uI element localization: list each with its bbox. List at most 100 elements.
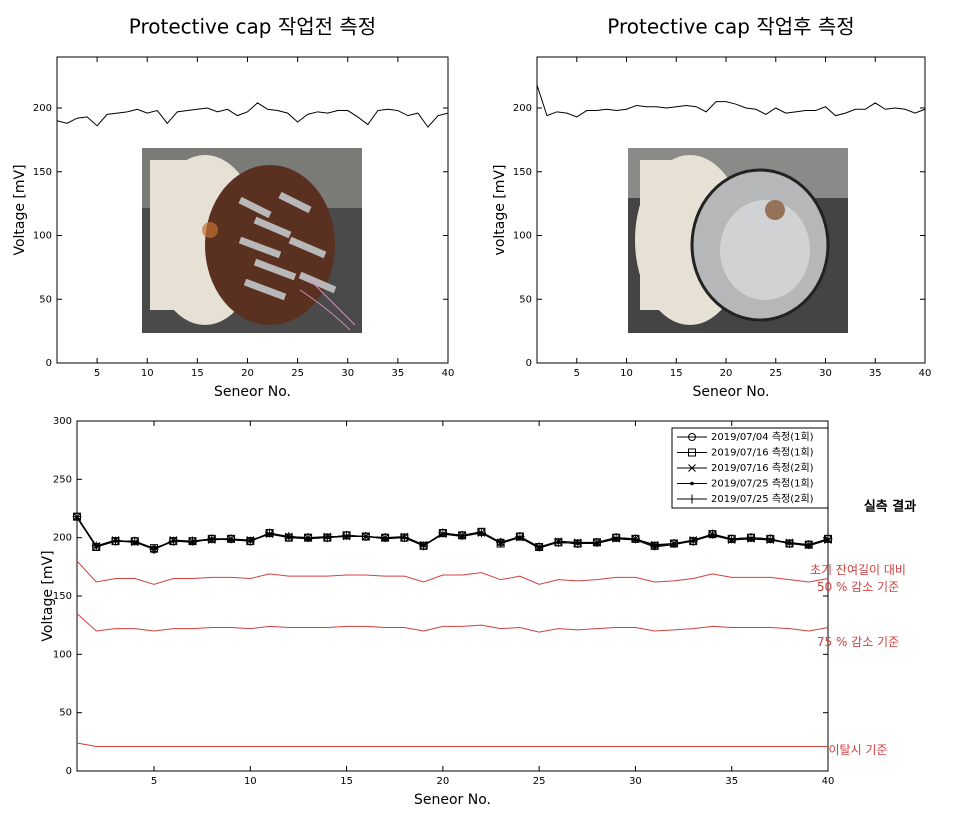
legend-label: 2019/07/04 측정(1회)	[711, 431, 814, 443]
marker	[534, 542, 544, 552]
plot-frame	[56, 56, 449, 364]
chart-title: Protective cap 작업후 측정	[607, 15, 854, 39]
marker	[457, 530, 467, 540]
reference-label: 이탈시 기준	[828, 743, 887, 757]
marker	[688, 464, 696, 472]
legend-label: 2019/07/25 측정(2회)	[711, 493, 814, 505]
x-tick-label: 5	[574, 368, 580, 379]
marker	[399, 533, 409, 543]
x-tick-label: 15	[670, 368, 683, 379]
marker	[727, 534, 737, 544]
x-axis-label: Seneor No.	[693, 384, 770, 400]
y-tick-label: 50	[39, 294, 52, 305]
marker	[226, 534, 236, 544]
x-tick-label: 20	[437, 776, 450, 787]
marker	[265, 528, 275, 538]
y-tick-label: 100	[33, 231, 52, 242]
photo-after	[628, 148, 848, 333]
y-tick-label: 0	[66, 766, 72, 777]
reference-line	[76, 613, 829, 633]
marker	[72, 512, 82, 522]
marker	[553, 537, 563, 547]
x-tick-label: 15	[191, 368, 204, 379]
y-tick-label: 0	[46, 358, 52, 369]
marker	[804, 540, 814, 550]
marker	[111, 536, 121, 546]
y-tick-label: 150	[513, 167, 532, 178]
x-tick-label: 35	[725, 776, 738, 787]
reference-line	[76, 560, 829, 585]
chart: Seneor No. Voltage [mV] 0 50 100 150 200 250 300…	[40, 416, 916, 808]
y-tick-label: 100	[53, 649, 72, 660]
y-tick-label: 300	[53, 416, 72, 427]
y-tick-label: 100	[513, 231, 532, 242]
marker	[784, 539, 794, 548]
x-axis-label: Seneor No.	[214, 384, 291, 400]
y-axis-label: voltage [mV]	[492, 165, 508, 256]
marker	[650, 541, 660, 551]
x-tick-label: 5	[94, 368, 100, 379]
marker	[688, 536, 698, 546]
y-tick-label: 200	[513, 103, 532, 114]
y-axis-label: Voltage [mV]	[40, 550, 56, 641]
chart-title: Protective cap 작업전 측정	[129, 15, 376, 39]
x-tick-label: 35	[869, 368, 882, 379]
x-tick-label: 20	[241, 368, 254, 379]
marker	[91, 541, 101, 551]
data-line	[56, 102, 449, 128]
y-tick-label: 250	[53, 474, 72, 485]
data-line	[76, 517, 829, 549]
marker	[687, 494, 697, 504]
marker	[245, 536, 255, 546]
x-tick-label: 30	[819, 368, 832, 379]
marker	[592, 537, 602, 547]
y-tick-label: 200	[33, 103, 52, 114]
marker	[342, 530, 352, 540]
legend: 2019/07/04 측정(1회) 2019/07/16 측정(1회) 2019/0…	[671, 427, 829, 509]
x-tick-label: 10	[620, 368, 633, 379]
chart: Protective cap 작업후 측정 Seneor No. voltage […	[492, 15, 931, 401]
y-tick-label: 200	[53, 533, 72, 544]
marker	[630, 534, 640, 544]
marker	[361, 532, 371, 541]
marker	[130, 536, 140, 546]
y-tick-label: 0	[526, 358, 532, 369]
y-tick-label: 150	[33, 167, 52, 178]
marker	[303, 533, 313, 543]
marker	[611, 533, 621, 543]
x-tick-label: 25	[533, 776, 546, 787]
legend-label: 2019/07/16 측정(1회)	[711, 447, 814, 459]
y-tick-label: 150	[53, 591, 72, 602]
x-tick-label: 35	[392, 368, 405, 379]
marker	[515, 532, 525, 541]
reference-line	[76, 742, 828, 747]
legend-label: 2019/07/25 측정(1회)	[711, 478, 814, 490]
x-tick-label: 30	[341, 368, 354, 379]
marker	[419, 541, 429, 551]
x-tick-label: 10	[244, 776, 257, 787]
marker	[149, 544, 159, 554]
photo-before	[142, 148, 362, 333]
reference-label: 초기 잔여길이 대비	[810, 563, 906, 577]
x-tick-label: 30	[629, 776, 642, 787]
x-tick-label: 20	[720, 368, 733, 379]
marker	[322, 533, 332, 543]
marker	[823, 534, 833, 544]
marker	[207, 534, 217, 544]
y-tick-label: 50	[519, 294, 532, 305]
x-tick-label: 40	[442, 368, 455, 379]
data-line	[76, 516, 829, 550]
marker	[496, 537, 506, 547]
y-axis-label: Voltage [mV]	[12, 164, 28, 255]
x-tick-label: 40	[919, 368, 932, 379]
reference-label: 50 % 감소 기준	[817, 580, 899, 594]
marker	[188, 536, 198, 546]
marker	[688, 433, 696, 441]
annotation: 실측 결과	[864, 499, 916, 515]
marker	[168, 536, 178, 546]
marker	[688, 448, 696, 457]
plot-frame	[536, 56, 926, 364]
marker	[690, 481, 694, 486]
x-tick-label: 5	[151, 776, 157, 787]
